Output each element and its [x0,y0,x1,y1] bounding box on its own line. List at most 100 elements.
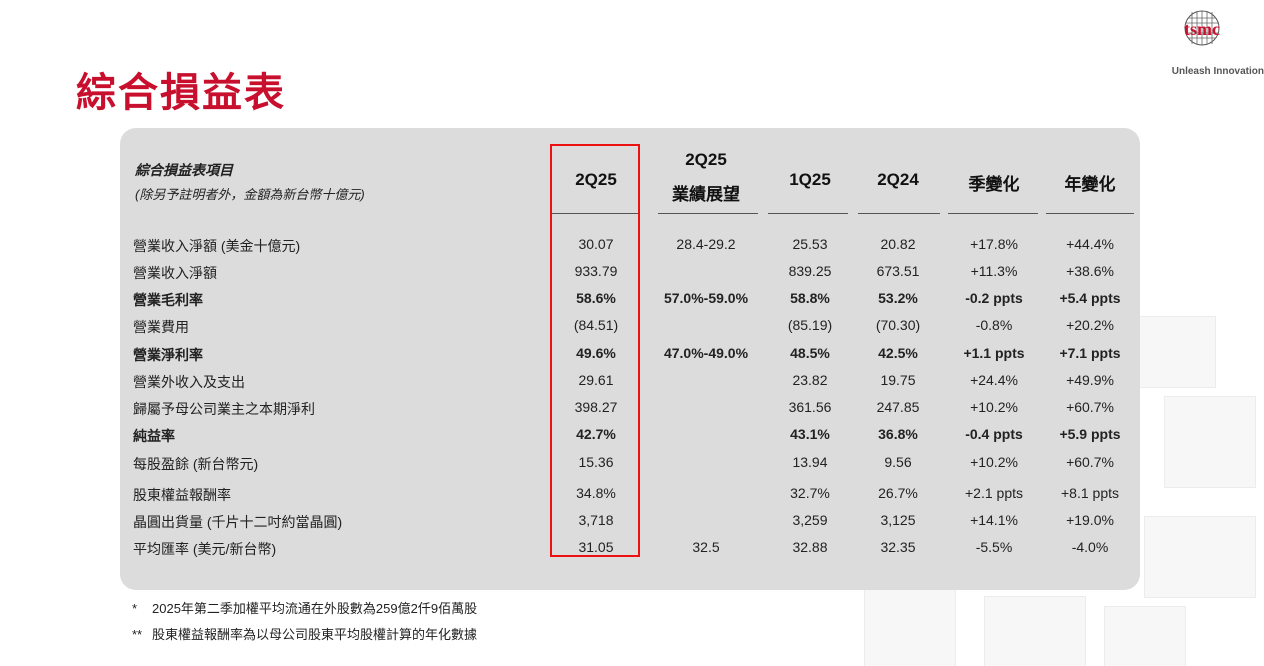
column-header-line1: 2Q25 [685,150,727,169]
footnote-text: 股東權益報酬率為以母公司股東平均股權計算的年化數據 [152,627,478,642]
row-value-col-0: 3,718 [578,512,614,528]
row-value-col-3: 9.56 [884,454,912,470]
row-value-col-2: 58.8% [790,290,830,306]
row-label: 純益率 [133,428,175,444]
svg-text:tsmc: tsmc [1184,19,1220,39]
column-header-rule [658,213,758,214]
row-label: 營業毛利率 [133,292,203,308]
row-value-col-4: +11.3% [970,263,1018,279]
row-value-col-5: +38.6% [1066,263,1114,279]
row-value-col-3: 673.51 [876,263,920,279]
column-header-1: 2Q25 業績展望 [646,150,766,205]
table-panel [120,128,1140,590]
table-header-label: 綜合損益表項目 (除另予註明者外，金額為新台幣十億元) [135,160,365,203]
row-value-col-2: 25.53 [792,236,828,252]
column-header-2: 1Q25 [789,170,831,189]
column-header-0: 2Q25 [575,170,617,189]
row-value-col-5: +60.7% [1066,454,1114,470]
row-value-col-3: 247.85 [876,399,920,415]
background-cell [1164,396,1256,488]
table-row: 營業收入淨額 (美金十億元) 30.07 28.4-29.2 25.53 20.82 +1… [0,236,1264,256]
row-value-col-4: -0.8% [975,317,1013,333]
row-value-col-4: +1.1 ppts [963,345,1025,361]
row-value-col-1: 47.0%-49.0% [663,345,749,361]
tsmc-logo-icon: tsmc [1184,10,1220,46]
row-value-col-2: (85.19) [787,317,833,333]
row-label: 營業外收入及支出 [133,374,245,390]
table-header-label-title: 綜合損益表項目 [135,162,233,178]
background-cell [864,586,956,666]
background-cell [984,596,1086,666]
row-label: 營業收入淨額 [133,265,217,281]
background-cell [1104,606,1186,666]
footnote-mark: ** [132,627,143,642]
row-label: 營業費用 [133,319,189,335]
table-row: 純益率 42.7% 43.1% 36.8% -0.4 ppts +5.9 ppts [0,426,1264,446]
column-header-4: 季變化 [968,175,1020,194]
column-header-rule [858,213,940,214]
row-value-col-4: +2.1 ppts [965,485,1023,501]
row-value-col-0: 29.61 [578,372,614,388]
table-row: 每股盈餘 (新台幣元) 15.36 13.94 9.56 +10.2% +60.7% [0,454,1264,474]
row-value-col-4: -0.4 ppts [965,426,1023,442]
column-header-5: 年變化 [1064,175,1116,194]
table-row: 營業收入淨額 933.79 839.25 673.51 +11.3% +38.6% [0,263,1264,283]
page-title: 綜合損益表 [76,71,286,115]
column-header-3: 2Q24 [877,170,919,189]
row-value-col-1: 32.5 [692,539,720,555]
row-value-col-5: +19.0% [1066,512,1114,528]
row-value-col-3: (70.30) [875,317,921,333]
row-value-col-4: +10.2% [970,399,1018,415]
row-value-col-3: 26.7% [878,485,918,501]
row-value-col-2: 32.7% [790,485,830,501]
column-header-rule [948,213,1038,214]
row-value-col-0: 398.27 [574,399,618,415]
row-value-col-0: 30.07 [578,236,614,252]
column-header-line2: 業績展望 [672,185,740,204]
row-value-col-2: 43.1% [790,426,830,442]
row-label: 股東權益報酬率 [133,487,231,503]
table-row: 股東權益報酬率 34.8% 32.7% 26.7% +2.1 ppts +8.1 ppts [0,485,1264,505]
row-value-col-0: 49.6% [576,345,616,361]
column-header-rule [1046,213,1134,214]
footnote-item: ** 股東權益報酬率為以母公司股東平均股權計算的年化數據 [132,624,477,643]
row-value-col-5: +49.9% [1066,372,1114,388]
row-value-col-2: 3,259 [792,512,828,528]
row-value-col-4: +24.4% [970,372,1018,388]
footnote-item: * 2025年第二季加權平均流通在外股數為259億2仟9佰萬股 [132,598,477,617]
row-value-col-2: 32.88 [792,539,828,555]
row-value-col-0: 31.05 [578,539,614,555]
row-label: 營業收入淨額 (美金十億元) [133,238,301,254]
row-value-col-3: 20.82 [880,236,916,252]
row-label: 平均匯率 (美元/新台幣) [133,541,277,557]
row-value-col-5: +5.9 ppts [1059,426,1121,442]
row-label: 營業淨利率 [133,347,203,363]
row-value-col-2: 13.94 [792,454,828,470]
column-header-rule [552,213,640,214]
row-value-col-0: 15.36 [578,454,614,470]
column-header-rule [768,213,848,214]
row-value-col-3: 19.75 [880,372,916,388]
row-value-col-0: 933.79 [574,263,618,279]
row-value-col-3: 3,125 [880,512,916,528]
row-value-col-4: -0.2 ppts [965,290,1023,306]
row-value-col-4: +10.2% [970,454,1018,470]
row-value-col-2: 48.5% [790,345,830,361]
row-value-col-0: (84.51) [573,317,619,333]
row-value-col-5: +60.7% [1066,399,1114,415]
row-value-col-4: +17.8% [970,236,1018,252]
table-row: 營業外收入及支出 29.61 23.82 19.75 +24.4% +49.9% [0,372,1264,392]
row-value-col-0: 58.6% [576,290,616,306]
row-value-col-5: -4.0% [1071,539,1109,555]
table-row: 營業淨利率 49.6% 47.0%-49.0% 48.5% 42.5% +1.1 ppts… [0,345,1264,365]
current-quarter-highlight [550,144,640,557]
row-value-col-1: 57.0%-59.0% [663,290,749,306]
row-value-col-5: +8.1 ppts [1061,485,1119,501]
row-value-col-3: 32.35 [880,539,916,555]
table-row: 營業毛利率 58.6% 57.0%-59.0% 58.8% 53.2% -0.2 ppts… [0,290,1264,310]
footnote-mark: * [132,601,138,616]
row-label: 每股盈餘 (新台幣元) [133,456,259,472]
row-value-col-1: 28.4-29.2 [676,236,736,252]
table-row: 平均匯率 (美元/新台幣) 31.05 32.5 32.88 32.35 -5.5% -4.… [0,539,1264,559]
table-row: 晶圓出貨量 (千片十二吋約當晶圓) 3,718 3,259 3,125 +14.1% +1… [0,512,1264,532]
